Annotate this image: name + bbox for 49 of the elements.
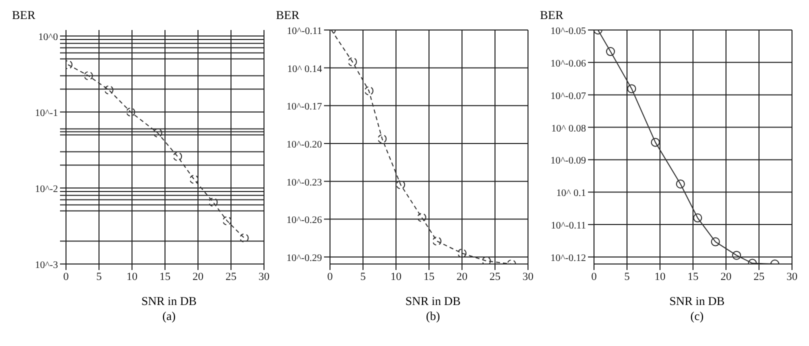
text: 10^-0.07	[550, 90, 586, 102]
text: 10^-0.20	[286, 139, 322, 150]
x-tick-label: 30	[258, 270, 270, 283]
text: 10^-0.11	[550, 220, 586, 232]
x-tick-label: 15	[160, 270, 171, 283]
y-axis-title: BER	[539, 8, 564, 22]
x-tick-label: 5	[96, 270, 102, 283]
x-tick-label: 10	[654, 270, 666, 283]
x-tick-label: 0	[63, 270, 70, 283]
x-tick-label: 10	[126, 270, 138, 283]
y-tick-label: 10^-2	[34, 184, 58, 196]
x-tick-label: 0	[327, 270, 334, 283]
text: (c)	[689, 309, 705, 324]
text: 10^-0.09	[550, 156, 586, 167]
text: 10^ 0.08	[551, 123, 586, 134]
text: 10^-0.06	[550, 58, 586, 70]
x-tick-label: 20	[720, 270, 732, 283]
text: 10^-0.12	[550, 252, 586, 264]
x-tick-label: 30	[522, 270, 534, 283]
text: 10^-0.23	[286, 177, 322, 188]
text: 10^-0.17	[286, 102, 322, 113]
text: 10^-0.05	[550, 26, 586, 37]
x-axis-title: SNR in DB	[140, 294, 198, 309]
x-tick-label: 5	[360, 270, 366, 283]
x-tick-label: 25	[226, 270, 237, 283]
x-tick-label: 15	[688, 270, 699, 283]
y-tick-label: 10^0	[38, 32, 58, 44]
y-tick-label: 10^-3	[34, 260, 58, 271]
x-tick-label: 5	[624, 270, 630, 283]
y-tick-label: 10^-1	[34, 108, 58, 120]
x-tick-label: 10	[390, 270, 402, 283]
text: (b)	[425, 309, 441, 324]
x-axis-title: SNR in DB	[404, 294, 462, 309]
x-tick-label: 25	[490, 270, 501, 283]
y-axis-title: BER	[11, 8, 36, 22]
x-axis-title: SNR in DB	[668, 294, 726, 309]
x-tick-label: 25	[754, 270, 765, 283]
text: 10^-0.11	[286, 26, 322, 37]
text: (a)	[161, 309, 177, 324]
text: 10^ 0.1	[556, 188, 586, 200]
y-axis-title: BER	[275, 8, 300, 22]
text: 10^ 0.14	[287, 64, 322, 75]
x-tick-label: 0	[591, 270, 598, 283]
x-tick-label: 20	[456, 270, 468, 283]
text: 10^-0.26	[286, 215, 322, 226]
text: 10^-0.29	[286, 252, 322, 264]
x-tick-label: 30	[786, 270, 798, 283]
x-tick-label: 15	[424, 270, 435, 283]
x-tick-label: 20	[192, 270, 204, 283]
